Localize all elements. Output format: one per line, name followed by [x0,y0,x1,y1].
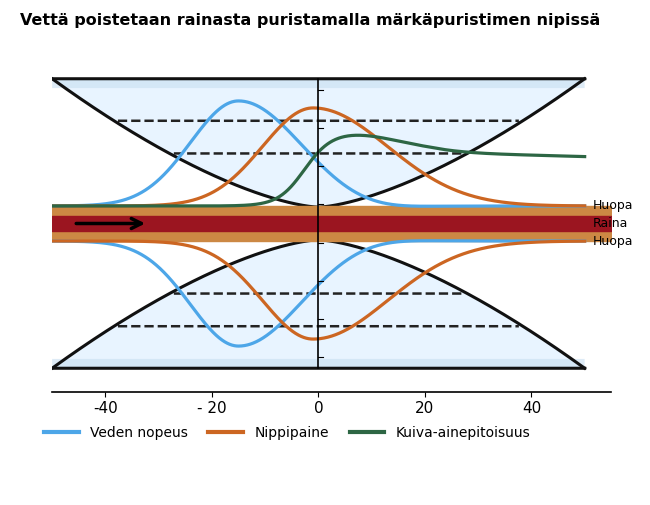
Text: Raina: Raina [593,217,628,230]
Text: Huopa: Huopa [593,234,633,247]
Legend: Veden nopeus, Nippipaine, Kuiva-ainepitoisuus: Veden nopeus, Nippipaine, Kuiva-ainepito… [38,420,536,445]
Polygon shape [52,240,584,368]
Polygon shape [52,79,584,207]
Polygon shape [52,79,584,88]
Text: Vettä poistetaan rainasta puristamalla märkäpuristimen nipissä: Vettä poistetaan rainasta puristamalla m… [20,13,600,28]
Text: Huopa: Huopa [593,199,633,213]
Polygon shape [52,359,584,368]
